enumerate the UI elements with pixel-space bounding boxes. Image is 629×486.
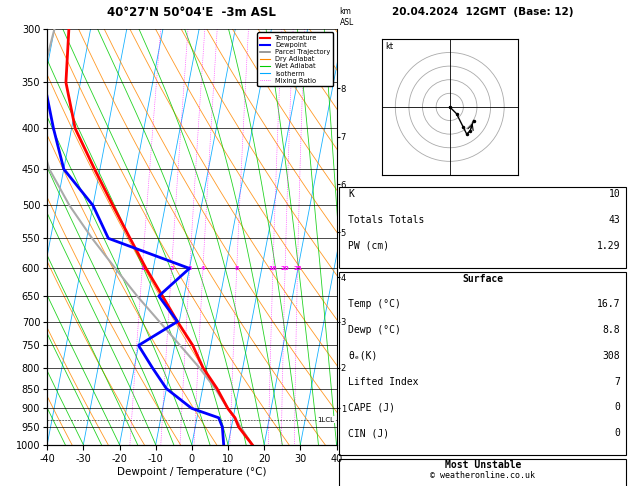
Text: Dewp (°C): Dewp (°C)	[348, 325, 401, 335]
Text: © weatheronline.co.uk: © weatheronline.co.uk	[430, 471, 535, 480]
Text: 10: 10	[608, 189, 620, 199]
Text: Temp (°C): Temp (°C)	[348, 299, 401, 310]
Text: 4: 4	[201, 266, 205, 271]
Bar	[340, 459, 626, 486]
Legend: Temperature, Dewpoint, Parcel Trajectory, Dry Adiabat, Wet Adiabat, Isotherm, Mi: Temperature, Dewpoint, Parcel Trajectory…	[257, 33, 333, 87]
Text: Totals Totals: Totals Totals	[348, 215, 425, 225]
Text: 3: 3	[187, 266, 192, 271]
Bar	[340, 272, 626, 455]
Text: θₑ(K): θₑ(K)	[348, 351, 377, 361]
Text: Surface: Surface	[462, 274, 503, 284]
Text: PW (cm): PW (cm)	[348, 241, 389, 251]
Text: 40°27'N 50°04'E  -3m ASL: 40°27'N 50°04'E -3m ASL	[108, 6, 276, 19]
Text: Most Unstable: Most Unstable	[445, 460, 521, 470]
X-axis label: Dewpoint / Temperature (°C): Dewpoint / Temperature (°C)	[117, 467, 267, 477]
Text: 25: 25	[293, 266, 302, 271]
Text: 0: 0	[615, 402, 620, 413]
Text: Lifted Index: Lifted Index	[348, 377, 419, 387]
Text: 7: 7	[615, 377, 620, 387]
Bar	[340, 187, 626, 268]
Text: 20.04.2024  12GMT  (Base: 12): 20.04.2024 12GMT (Base: 12)	[392, 7, 574, 17]
Text: 1: 1	[140, 266, 145, 271]
Text: CAPE (J): CAPE (J)	[348, 402, 395, 413]
Text: km
ASL: km ASL	[340, 7, 354, 27]
Text: 20: 20	[281, 266, 289, 271]
Text: 43: 43	[608, 215, 620, 225]
Text: 0: 0	[615, 428, 620, 438]
Text: CIN (J): CIN (J)	[348, 428, 389, 438]
Text: kt: kt	[385, 42, 393, 51]
Text: 1LCL: 1LCL	[318, 417, 335, 423]
Text: 8: 8	[235, 266, 239, 271]
Text: 8.8: 8.8	[603, 325, 620, 335]
Text: 308: 308	[603, 351, 620, 361]
Text: 16.7: 16.7	[597, 299, 620, 310]
Text: 16: 16	[269, 266, 277, 271]
Text: 2: 2	[169, 266, 174, 271]
Text: 1.29: 1.29	[597, 241, 620, 251]
Text: K: K	[348, 189, 354, 199]
